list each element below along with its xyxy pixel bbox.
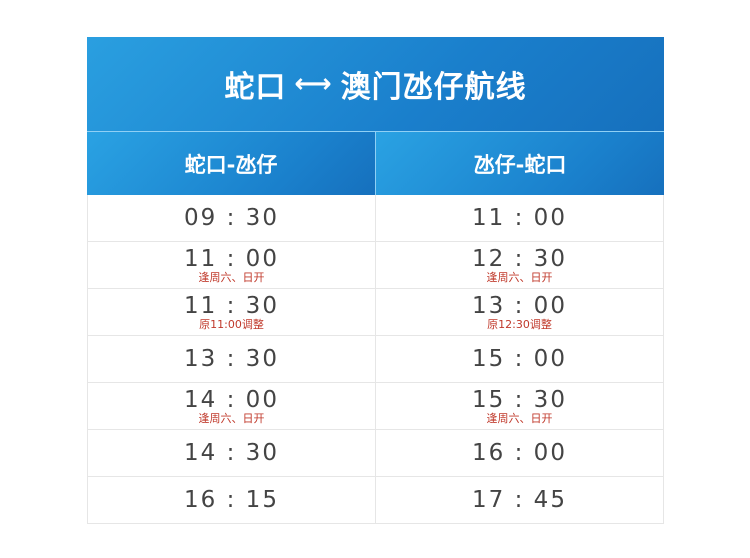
title-origin: 蛇口: [224, 70, 287, 105]
departure-taipa-cell: 15 : 00: [375, 336, 664, 382]
departure-shekou-cell: 14 : 30: [87, 430, 375, 476]
table-row: 11 : 30 原11:00调整 13 : 00 原12:30调整: [87, 289, 664, 336]
schedule-note: 原11:00调整: [199, 317, 264, 331]
departure-time: 16 : 00: [472, 440, 567, 466]
departure-taipa-cell: 16 : 00: [375, 430, 664, 476]
route-title: 蛇口 ⟷ 澳门氹仔航线: [87, 37, 664, 132]
departure-shekou-cell: 13 : 30: [87, 336, 375, 382]
departure-time: 13 : 00: [472, 292, 567, 319]
double-arrow-icon: ⟷: [294, 69, 333, 99]
table-row: 16 : 15 17 : 45: [87, 477, 664, 524]
table-row: 09 : 30 11 : 00: [87, 195, 664, 242]
schedule-note: 逢周六、日开: [198, 270, 265, 284]
departure-taipa-cell: 17 : 45: [375, 477, 664, 523]
departure-time: 17 : 45: [472, 487, 567, 513]
column-headers: 蛇口-氹仔 氹仔-蛇口: [87, 132, 664, 195]
departure-time: 14 : 00: [184, 386, 279, 413]
schedule-note: 逢周六、日开: [486, 411, 553, 425]
departure-taipa-cell: 11 : 00: [375, 195, 664, 241]
schedule-note: 原12:30调整: [487, 317, 552, 331]
title-destination: 澳门氹仔航线: [340, 70, 527, 105]
departure-shekou-cell: 16 : 15: [87, 477, 375, 523]
table-row: 14 : 30 16 : 00: [87, 430, 664, 477]
departure-taipa-cell: 13 : 00 原12:30调整: [375, 289, 664, 335]
departure-time: 15 : 30: [472, 386, 567, 413]
departure-time: 14 : 30: [184, 440, 279, 466]
departure-time: 09 : 30: [184, 205, 279, 231]
departure-shekou-cell: 11 : 00 逢周六、日开: [87, 242, 375, 288]
table-row: 11 : 00 逢周六、日开 12 : 30 逢周六、日开: [87, 242, 664, 289]
departure-time: 15 : 00: [472, 346, 567, 372]
departure-time: 11 : 30: [184, 292, 279, 319]
schedule-note: 逢周六、日开: [198, 411, 265, 425]
table-row: 13 : 30 15 : 00: [87, 336, 664, 383]
schedule-note: 逢周六、日开: [486, 270, 553, 284]
table-row: 14 : 00 逢周六、日开 15 : 30 逢周六、日开: [87, 383, 664, 430]
departure-time: 12 : 30: [472, 245, 567, 272]
departure-time: 13 : 30: [184, 346, 279, 372]
departure-time: 11 : 00: [472, 205, 567, 231]
column-header-shekou-taipa: 蛇口-氹仔: [87, 132, 376, 195]
departure-shekou-cell: 11 : 30 原11:00调整: [87, 289, 375, 335]
column-header-taipa-shekou: 氹仔-蛇口: [376, 132, 664, 195]
departure-time: 11 : 00: [184, 245, 279, 272]
ferry-schedule-table: 蛇口 ⟷ 澳门氹仔航线 蛇口-氹仔 氹仔-蛇口 09 : 30 11 : 00 11…: [87, 37, 664, 524]
departure-shekou-cell: 14 : 00 逢周六、日开: [87, 383, 375, 429]
departure-taipa-cell: 12 : 30 逢周六、日开: [375, 242, 664, 288]
departure-time: 16 : 15: [184, 487, 279, 513]
departure-taipa-cell: 15 : 30 逢周六、日开: [375, 383, 664, 429]
departure-shekou-cell: 09 : 30: [87, 195, 375, 241]
